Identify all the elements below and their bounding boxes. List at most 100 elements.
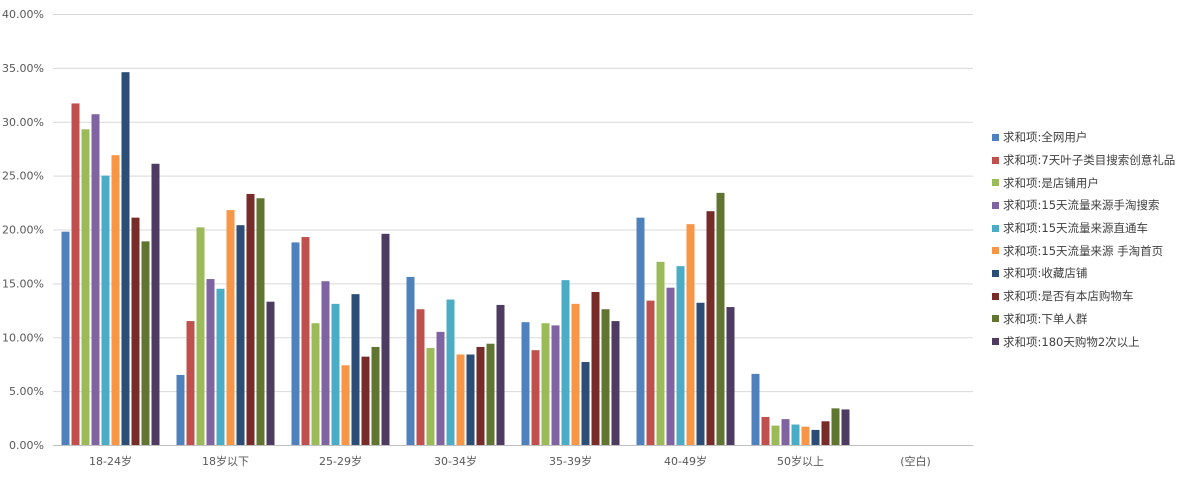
y-tick-label: 35.00% xyxy=(2,62,44,75)
gridlines xyxy=(53,14,973,446)
bar xyxy=(831,408,840,445)
bar xyxy=(676,266,685,445)
x-tick-label: 25-29岁 xyxy=(319,454,362,468)
bar xyxy=(486,343,495,445)
bar xyxy=(426,348,435,445)
x-tick-label: 18岁以下 xyxy=(202,454,249,468)
bars xyxy=(61,72,850,446)
bar xyxy=(206,279,215,445)
legend-label: 求和项:7天叶子类目搜索创意礼品 xyxy=(1003,153,1176,168)
bar xyxy=(601,309,610,445)
bar xyxy=(196,227,205,445)
bar xyxy=(111,155,120,445)
legend-swatch xyxy=(992,247,999,255)
bar xyxy=(301,237,310,445)
bar xyxy=(656,261,665,445)
bar xyxy=(406,276,415,445)
bar xyxy=(121,72,130,445)
x-tick-label: 30-34岁 xyxy=(434,454,477,468)
bar xyxy=(456,354,465,445)
bar xyxy=(436,331,445,445)
legend-label: 求和项:下单人群 xyxy=(1003,311,1088,326)
bar xyxy=(706,211,715,445)
bar xyxy=(331,303,340,445)
bar xyxy=(321,281,330,445)
bar xyxy=(611,321,620,445)
legend-label: 求和项:15天流量来源手淘搜索 xyxy=(1003,198,1160,213)
bar xyxy=(496,304,505,445)
bar xyxy=(646,300,655,445)
x-tick-label: 40-49岁 xyxy=(664,454,707,468)
y-tick-label: 20.00% xyxy=(2,224,44,237)
bar xyxy=(176,374,185,445)
bar xyxy=(686,224,695,445)
x-tick-label: 50岁以上 xyxy=(777,454,824,468)
legend-swatch xyxy=(992,179,999,187)
legend-swatch xyxy=(992,133,999,141)
bar xyxy=(416,309,425,445)
bar xyxy=(521,322,530,445)
bar xyxy=(591,291,600,445)
legend-swatch xyxy=(992,315,999,323)
bar xyxy=(801,426,810,445)
legend-item: 求和项:下单人群 xyxy=(992,308,1175,331)
bar xyxy=(71,103,80,446)
bar xyxy=(531,350,540,445)
legend-item: 求和项:是否有本店购物车 xyxy=(992,285,1175,308)
bar xyxy=(636,217,645,445)
legend-swatch xyxy=(992,338,999,346)
legend-label: 求和项:是否有本店购物车 xyxy=(1003,289,1134,304)
y-tick-label: 5.00% xyxy=(9,385,44,398)
legend-swatch xyxy=(992,201,999,209)
legend-swatch xyxy=(992,269,999,277)
bar xyxy=(246,193,255,445)
legend: 求和项:全网用户求和项:7天叶子类目搜索创意礼品 求和项:是店铺用户求和项:15天… xyxy=(992,126,1175,353)
bar xyxy=(476,346,485,445)
bar xyxy=(716,192,725,445)
bar xyxy=(236,225,245,445)
bar xyxy=(751,373,760,445)
legend-item: 求和项:180天购物2次以上 xyxy=(992,330,1175,353)
bar xyxy=(771,425,780,445)
x-axis-ticks: 18-24岁 18岁以下 25-29岁 30-34岁 35-39岁 40-49岁 50岁以上… xyxy=(89,454,931,468)
bar xyxy=(811,429,820,445)
legend-item: 求和项:15天流量来源 手淘首页 xyxy=(992,239,1175,262)
x-tick-label: 18-24岁 xyxy=(89,454,132,468)
bar xyxy=(141,241,150,445)
y-axis-ticks: 0.00% 5.00% 10.00% 15.00% 20.00% 25.00% 30.00%… xyxy=(2,8,44,452)
bar xyxy=(791,424,800,445)
legend-item: 求和项:收藏店铺 xyxy=(992,262,1175,285)
legend-item: 求和项:是店铺用户 xyxy=(992,171,1175,194)
y-tick-label: 15.00% xyxy=(2,277,44,290)
bar xyxy=(81,129,90,446)
y-tick-label: 30.00% xyxy=(2,116,44,129)
bar xyxy=(216,288,225,445)
bar xyxy=(561,280,570,445)
y-tick-label: 10.00% xyxy=(2,331,44,344)
legend-swatch xyxy=(992,292,999,300)
legend-item: 求和项:全网用户 xyxy=(992,126,1175,149)
bar xyxy=(581,362,590,445)
y-tick-label: 0.00% xyxy=(9,439,44,452)
bar xyxy=(101,175,110,445)
bar xyxy=(726,307,735,445)
bar xyxy=(361,356,370,445)
legend-item: 求和项:15天流量来源直通车 xyxy=(992,217,1175,240)
bar xyxy=(371,346,380,445)
bar xyxy=(151,163,160,445)
legend-swatch xyxy=(992,224,999,232)
bar xyxy=(781,419,790,445)
legend-label: 求和项:全网用户 xyxy=(1003,130,1088,145)
bar xyxy=(761,416,770,445)
legend-label: 求和项:180天购物2次以上 xyxy=(1003,334,1140,349)
bar xyxy=(226,210,235,445)
bar xyxy=(91,114,100,446)
bar xyxy=(821,421,830,445)
legend-label: 求和项:是店铺用户 xyxy=(1003,175,1099,190)
bar xyxy=(341,365,350,445)
legend-label: 求和项:15天流量来源 手淘首页 xyxy=(1003,243,1164,258)
y-tick-label: 25.00% xyxy=(2,170,44,183)
bar xyxy=(266,301,275,445)
bar xyxy=(256,198,265,445)
